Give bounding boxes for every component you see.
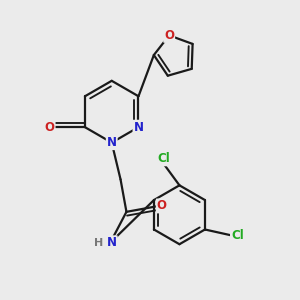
Text: N: N bbox=[134, 121, 143, 134]
Text: Cl: Cl bbox=[157, 152, 169, 165]
Text: O: O bbox=[164, 29, 174, 42]
Text: N: N bbox=[107, 136, 117, 149]
Text: O: O bbox=[157, 200, 167, 212]
Text: N: N bbox=[107, 236, 117, 249]
Text: Cl: Cl bbox=[231, 229, 244, 242]
Text: H: H bbox=[94, 238, 104, 248]
Text: O: O bbox=[45, 121, 55, 134]
